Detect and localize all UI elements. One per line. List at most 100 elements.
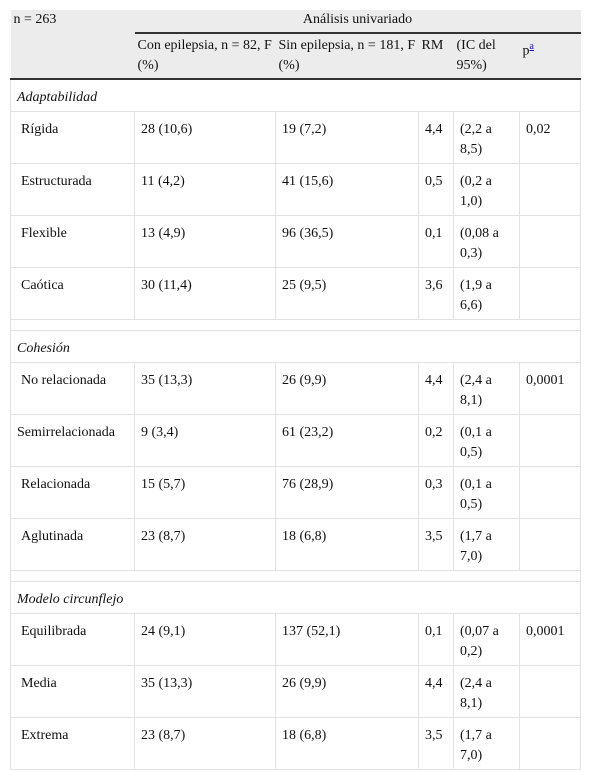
cell xyxy=(518,414,582,467)
cell: 35 (13,3) xyxy=(134,665,276,718)
cell xyxy=(518,466,582,519)
data-row: Relacionada 15 (5,7) 76 (28,9) 0,3 (0,1 a 0,… xyxy=(10,466,582,519)
cell xyxy=(518,163,582,216)
cell: 4,4 xyxy=(418,111,454,164)
cell: (0,2 a 1,0) xyxy=(453,163,520,216)
section-row: Modelo circunflejo xyxy=(9,581,582,614)
cell: (1,7 a 7,0) xyxy=(453,717,520,770)
cell: 24 (9,1) xyxy=(134,613,276,666)
cell: (1,9 a 6,6) xyxy=(453,267,520,320)
cell: 4,4 xyxy=(418,362,454,415)
spacer-cell xyxy=(9,570,582,582)
cell: 96 (36,5) xyxy=(275,215,419,268)
footnote-link[interactable]: a xyxy=(529,41,534,52)
column-header: pa xyxy=(519,33,581,80)
column-header: Sin epilepsia, n = 181, F (%) xyxy=(275,33,419,80)
cell: 0,0001 xyxy=(518,613,582,666)
section-title: Cohesión xyxy=(9,330,582,363)
cell: 4,4 xyxy=(418,665,454,718)
cell: (0,1 a 0,5) xyxy=(453,466,520,519)
row-label: Media xyxy=(10,665,135,718)
column-header-text: Sin epilepsia, n = 181, F (%) xyxy=(278,38,416,73)
cell: (2,2 a 8,5) xyxy=(453,111,520,164)
cell: (2,4 a 8,1) xyxy=(453,665,520,718)
cell: 3,5 xyxy=(418,717,454,770)
cell: 3,6 xyxy=(418,267,454,320)
cell xyxy=(518,518,582,571)
blank-header xyxy=(10,33,135,80)
cell: (0,1 a 0,5) xyxy=(453,414,520,467)
footnote-marker: a xyxy=(530,39,534,52)
group-heading: Análisis univariado xyxy=(134,10,581,34)
row-label: Aglutinada xyxy=(10,518,135,571)
table-body: Adaptabilidad Rígida 28 (10,6) 19 (7,2) 4,4(… xyxy=(9,78,582,770)
data-row: No relacionada 35 (13,3) 26 (9,9) 4,4 (2,4 a… xyxy=(10,362,582,415)
column-header: RM xyxy=(418,33,454,80)
cell: 28 (10,6) xyxy=(134,111,276,164)
cell: 0,02 xyxy=(518,111,582,164)
data-row: Media 35 (13,3) 26 (9,9) 4,4 (2,4 a 8,1) xyxy=(10,665,582,718)
cell xyxy=(518,665,582,718)
column-header-text: p xyxy=(522,43,530,59)
row-label: Equilibrada xyxy=(10,613,135,666)
column-header: Con epilepsia, n = 82, F (%) xyxy=(134,33,276,80)
column-header: (IC del 95%) xyxy=(453,33,520,80)
cell: 18 (6,8) xyxy=(275,518,419,571)
cell: 35 (13,3) xyxy=(134,362,276,415)
section-title: Adaptabilidad xyxy=(9,78,582,112)
cell: 13 (4,9) xyxy=(134,215,276,268)
cell: 0,2 xyxy=(418,414,454,467)
section-row: Cohesión xyxy=(9,330,582,363)
cell: 23 (8,7) xyxy=(134,717,276,770)
section-row: Adaptabilidad xyxy=(9,78,582,112)
cell: 0,0001 xyxy=(518,362,582,415)
cell: 0,1 xyxy=(418,613,454,666)
cell: 19 (7,2) xyxy=(275,111,419,164)
section-title: Modelo circunflejo xyxy=(9,581,582,614)
table-header: n = 263 Análisis univariado Con epilepsi… xyxy=(10,10,581,80)
cell: 26 (9,9) xyxy=(275,665,419,718)
sample-size: n = 263 xyxy=(10,10,135,33)
cell: 61 (23,2) xyxy=(275,414,419,467)
cell: 23 (8,7) xyxy=(134,518,276,571)
row-label: No relacionada xyxy=(10,362,135,415)
row-label: Flexible xyxy=(10,215,135,268)
cell: (1,7 a 7,0) xyxy=(453,518,520,571)
cell: 41 (15,6) xyxy=(275,163,419,216)
cell: 15 (5,7) xyxy=(134,466,276,519)
cell xyxy=(518,717,582,770)
cell: 18 (6,8) xyxy=(275,717,419,770)
spacer-row xyxy=(9,319,582,331)
data-row: Estructurada 11 (4,2) 41 (15,6) 0,5 (0,2 a 1… xyxy=(10,163,582,216)
column-header-text: (IC del 95%) xyxy=(456,38,496,73)
row-label: Relacionada xyxy=(10,466,135,519)
cell: (0,08 a 0,3) xyxy=(453,215,520,268)
row-label: Rígida xyxy=(10,111,135,164)
data-row: Flexible 13 (4,9) 96 (36,5) 0,1 (0,08 a 0,3) xyxy=(10,215,582,268)
cell xyxy=(518,215,582,268)
row-label: Caótica xyxy=(10,267,135,320)
column-header-text: Con epilepsia, n = 82, F (%) xyxy=(137,38,272,73)
cell: 137 (52,1) xyxy=(275,613,419,666)
data-row: Extrema 23 (8,7) 18 (6,8) 3,5 (1,7 a 7,0) xyxy=(10,717,582,770)
cell: 76 (28,9) xyxy=(275,466,419,519)
results-table: n = 263 Análisis univariado Con epilepsi… xyxy=(9,10,582,770)
cell: 0,5 xyxy=(418,163,454,216)
cell: 11 (4,2) xyxy=(134,163,276,216)
cell: 0,3 xyxy=(418,466,454,519)
row-label: Extrema xyxy=(10,717,135,770)
cell: 25 (9,5) xyxy=(275,267,419,320)
spacer-cell xyxy=(9,319,582,331)
data-row: Semirrelacionada 9 (3,4) 61 (23,2) 0,2 (0,1 … xyxy=(10,414,582,467)
column-header-text: RM xyxy=(421,38,444,53)
cell: 26 (9,9) xyxy=(275,362,419,415)
spacer-row xyxy=(9,570,582,582)
cell: 30 (11,4) xyxy=(134,267,276,320)
cell xyxy=(518,267,582,320)
cell: (0,07 a 0,2) xyxy=(453,613,520,666)
cell: 3,5 xyxy=(418,518,454,571)
cell: 9 (3,4) xyxy=(134,414,276,467)
data-row: Rígida 28 (10,6) 19 (7,2) 4,4 (2,2 a 8,5) 0,0… xyxy=(10,111,582,164)
table-container: n = 263 Análisis univariado Con epilepsi… xyxy=(9,10,582,770)
data-row: Equilibrada 24 (9,1) 137 (52,1) 0,1 (0,07 a … xyxy=(10,613,582,666)
